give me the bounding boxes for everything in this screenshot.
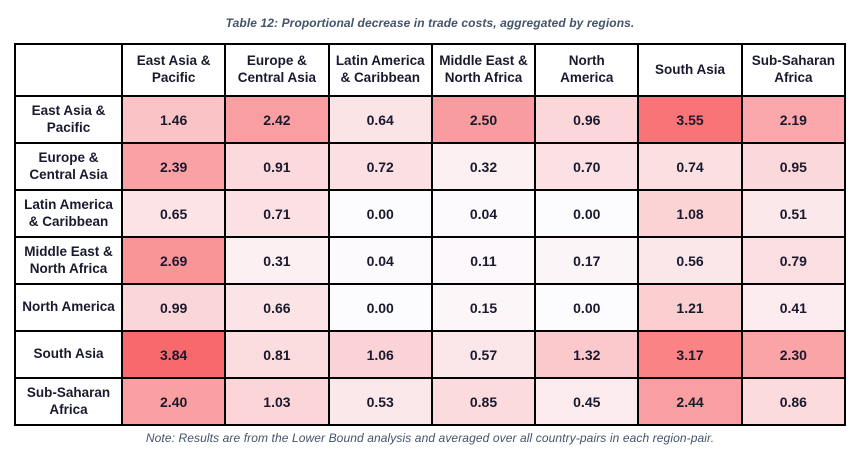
heatmap-cell: 0.86 — [740, 377, 847, 426]
row-header: Europe & Central Asia — [14, 142, 123, 191]
heatmap-cell: 0.66 — [224, 283, 330, 332]
heatmap-cell: 0.95 — [740, 142, 847, 191]
heatmap-cell: 0.17 — [534, 236, 640, 285]
heatmap-cell: 2.69 — [120, 236, 227, 285]
heatmap-cell: 0.45 — [534, 377, 640, 426]
heatmap-cell: 0.15 — [430, 283, 537, 332]
heatmap-cell: 0.11 — [430, 236, 537, 285]
heatmap-cell: 0.00 — [534, 283, 640, 332]
column-header: North America — [534, 43, 640, 97]
heatmap-cell: 0.53 — [327, 377, 433, 426]
table-row: Latin America & Caribbean 0.65 0.71 0.00 0.0… — [14, 189, 847, 238]
heatmap-cell: 0.57 — [430, 330, 537, 379]
heatmap-cell: 0.00 — [534, 189, 640, 238]
table-row: East Asia & Pacific 1.46 2.42 0.64 2.50 0.96 3… — [14, 95, 847, 144]
heatmap-cell: 2.40 — [120, 377, 227, 426]
heatmap-cell: 1.21 — [637, 283, 743, 332]
row-header: Sub-Saharan Africa — [14, 377, 123, 426]
table-row: South Asia 3.84 0.81 1.06 0.57 1.32 3.17 2.30 — [14, 330, 847, 379]
heatmap-cell: 1.08 — [637, 189, 743, 238]
heatmap-cell: 1.32 — [534, 330, 640, 379]
table-header-row: East Asia & Pacific Europe & Central Asia… — [14, 43, 847, 97]
heatmap-cell: 0.81 — [224, 330, 330, 379]
heatmap-cell: 1.03 — [224, 377, 330, 426]
row-header: South Asia — [14, 330, 123, 379]
table-body: East Asia & Pacific 1.46 2.42 0.64 2.50 0.96 3… — [14, 95, 847, 426]
table-note: Note: Results are from the Lower Bound a… — [145, 431, 715, 445]
header-row: East Asia & Pacific Europe & Central Asia… — [14, 43, 847, 97]
heatmap-cell: 0.70 — [534, 142, 640, 191]
heatmap-cell: 2.50 — [430, 95, 537, 144]
heatmap-cell: 2.30 — [740, 330, 847, 379]
heatmap-cell: 2.19 — [740, 95, 847, 144]
row-header: Latin America & Caribbean — [14, 189, 123, 238]
table-row: Europe & Central Asia 2.39 0.91 0.72 0.32 0.7… — [14, 142, 847, 191]
column-header: Europe & Central Asia — [224, 43, 330, 97]
heatmap-cell: 2.39 — [120, 142, 227, 191]
heatmap-cell: 0.72 — [327, 142, 433, 191]
table-caption: Table 12: Proportional decrease in trade… — [225, 16, 635, 30]
row-header: Middle East & North Africa — [14, 236, 123, 285]
column-header: Latin America & Caribbean — [327, 43, 433, 97]
heatmap-cell: 3.84 — [120, 330, 227, 379]
column-header: Sub-Saharan Africa — [740, 43, 847, 97]
heatmap-cell: 0.00 — [327, 189, 433, 238]
column-header: South Asia — [637, 43, 743, 97]
heatmap-cell: 0.99 — [120, 283, 227, 332]
heatmap-cell: 2.44 — [637, 377, 743, 426]
heatmap-cell: 0.32 — [430, 142, 537, 191]
heatmap-cell: 1.46 — [120, 95, 227, 144]
corner-cell — [14, 43, 123, 97]
heatmap-cell: 0.56 — [637, 236, 743, 285]
heatmap-cell: 1.06 — [327, 330, 433, 379]
heatmap-cell: 2.42 — [224, 95, 330, 144]
heatmap-cell: 0.00 — [327, 283, 433, 332]
heatmap-cell: 3.55 — [637, 95, 743, 144]
heatmap-cell: 0.04 — [327, 236, 433, 285]
heatmap-cell: 0.31 — [224, 236, 330, 285]
column-header: East Asia & Pacific — [120, 43, 227, 97]
heatmap-cell: 0.85 — [430, 377, 537, 426]
table-row: Sub-Saharan Africa 2.40 1.03 0.53 0.85 0.45 2.… — [14, 377, 847, 426]
heatmap-cell: 0.65 — [120, 189, 227, 238]
heatmap-cell: 0.74 — [637, 142, 743, 191]
heatmap-cell: 0.91 — [224, 142, 330, 191]
heatmap-cell: 0.51 — [740, 189, 847, 238]
heatmap-cell: 0.79 — [740, 236, 847, 285]
heatmap-cell: 3.17 — [637, 330, 743, 379]
heatmap-cell: 0.64 — [327, 95, 433, 144]
heatmap-cell: 0.71 — [224, 189, 330, 238]
table-row: North America 0.99 0.66 0.00 0.15 0.00 1.21 0.4… — [14, 283, 847, 332]
table-row: Middle East & North Africa 2.69 0.31 0.04 0.… — [14, 236, 847, 285]
row-header: East Asia & Pacific — [14, 95, 123, 144]
heatmap-cell: 0.04 — [430, 189, 537, 238]
row-header: North America — [14, 283, 123, 332]
column-header: Middle East & North Africa — [430, 43, 537, 97]
heatmap-cell: 0.41 — [740, 283, 847, 332]
trade-costs-heatmap-table: East Asia & Pacific Europe & Central Asia… — [14, 43, 847, 426]
heatmap-cell: 0.96 — [534, 95, 640, 144]
